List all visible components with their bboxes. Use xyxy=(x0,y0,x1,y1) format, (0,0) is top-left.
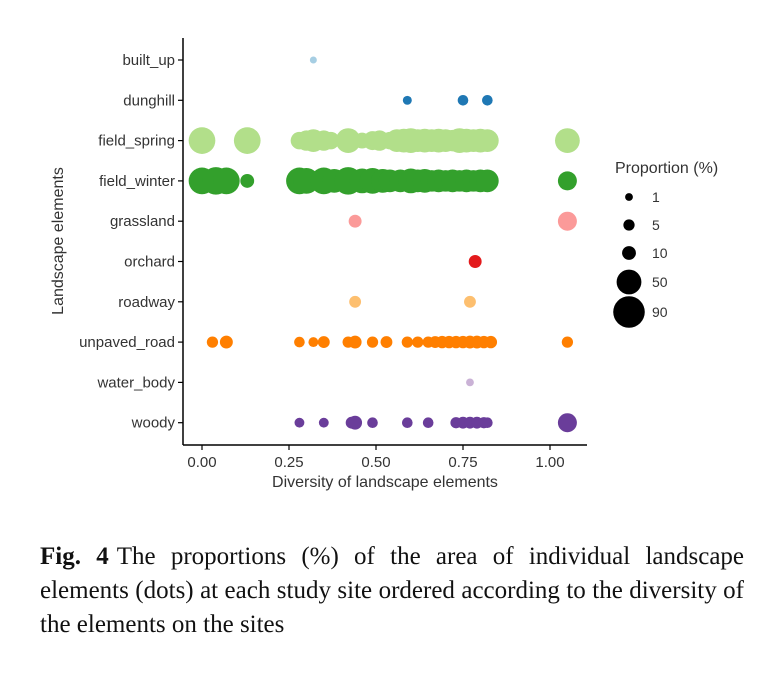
data-point-field-spring xyxy=(335,128,361,153)
data-point-water-body xyxy=(466,378,474,387)
legend-size-label: 90 xyxy=(652,304,668,320)
legend-size-marker xyxy=(616,269,642,295)
y-tick-label: water_body xyxy=(96,374,175,391)
data-point-unpaved-road xyxy=(412,336,424,348)
data-point-woody xyxy=(348,415,363,430)
y-tick-label: unpaved_road xyxy=(79,334,175,351)
legend-size-marker xyxy=(623,219,635,231)
y-tick-label: built_up xyxy=(122,52,175,69)
legend-size-marker xyxy=(622,246,636,260)
x-tick-label: 1.00 xyxy=(535,454,564,471)
chart: built_up dunghill field_spring field_winter… xyxy=(50,38,718,491)
y-tick-label: orchard xyxy=(124,254,175,271)
data-point-unpaved-road xyxy=(348,335,362,349)
data-point-unpaved-road xyxy=(219,335,233,349)
data-point-roadway xyxy=(464,295,476,308)
data-point-field-winter xyxy=(557,171,577,191)
data-point-field-spring xyxy=(233,127,261,154)
x-tick-label: 0.00 xyxy=(187,454,216,471)
data-point-dunghill xyxy=(457,95,469,106)
data-point-dunghill xyxy=(402,95,412,105)
y-tick-label: field_winter xyxy=(99,173,175,190)
data-point-woody xyxy=(367,417,378,429)
data-point-field-winter xyxy=(476,169,499,193)
y-tick-label: field_spring xyxy=(98,133,175,150)
legend-title: Proportion (%) xyxy=(615,160,718,177)
x-axis-ticks: 0.00 0.25 0.50 0.75 1.00 xyxy=(187,445,565,471)
data-point-grassland xyxy=(557,211,577,231)
data-point-unpaved-road xyxy=(317,336,330,349)
legend-size-label: 5 xyxy=(652,217,660,233)
y-axis-title: Landscape elements xyxy=(50,167,67,315)
data-point-woody xyxy=(557,413,577,433)
data-points xyxy=(188,56,580,433)
y-tick-label: woody xyxy=(131,415,176,432)
data-point-woody xyxy=(294,417,305,428)
data-point-unpaved-road xyxy=(294,336,305,348)
legend-size-label: 50 xyxy=(652,274,668,290)
legend: Proportion (%) 1 5 10 50 90 xyxy=(613,160,718,328)
legend-size-marker xyxy=(625,193,633,201)
figure-label: Fig. 4 xyxy=(40,543,109,570)
data-point-field-winter xyxy=(240,173,255,188)
legend-size-label: 1 xyxy=(652,189,660,205)
data-point-field-spring xyxy=(476,129,499,152)
data-point-woody xyxy=(482,417,493,429)
figure-caption: Fig. 4 The proportions (%) of the area of… xyxy=(40,540,744,642)
legend-size-label: 10 xyxy=(652,245,668,261)
y-axis-ticks: built_up dunghill field_spring field_winter… xyxy=(79,52,183,432)
data-point-field-spring xyxy=(321,131,340,150)
x-tick-label: 0.25 xyxy=(274,454,303,471)
data-point-unpaved-road xyxy=(401,336,413,348)
data-point-woody xyxy=(422,417,434,429)
x-tick-label: 0.50 xyxy=(361,454,390,471)
y-tick-label: roadway xyxy=(118,294,175,311)
x-axis-title: Diversity of landscape elements xyxy=(272,474,498,491)
data-point-field-spring xyxy=(555,128,580,153)
data-point-unpaved-road xyxy=(308,337,319,348)
data-point-built-up xyxy=(309,56,317,64)
data-point-orchard xyxy=(468,255,482,268)
data-point-field-spring xyxy=(188,127,216,154)
data-point-unpaved-road xyxy=(561,336,574,348)
y-tick-label: grassland xyxy=(110,213,175,230)
data-point-unpaved-road xyxy=(380,336,393,349)
data-point-grassland xyxy=(348,214,362,228)
data-point-dunghill xyxy=(482,95,493,106)
data-point-woody xyxy=(318,417,329,428)
y-tick-label: dunghill xyxy=(123,92,175,109)
data-point-unpaved-road xyxy=(366,336,379,348)
data-point-field-winter xyxy=(213,167,240,195)
data-point-unpaved-road xyxy=(206,336,219,348)
caption-text: The proportions (%) of the area of indiv… xyxy=(40,543,745,638)
legend-size-marker xyxy=(613,296,645,328)
data-point-woody xyxy=(402,417,413,429)
x-tick-label: 0.75 xyxy=(448,454,477,471)
data-point-roadway xyxy=(349,295,362,308)
data-point-unpaved-road xyxy=(484,335,498,349)
